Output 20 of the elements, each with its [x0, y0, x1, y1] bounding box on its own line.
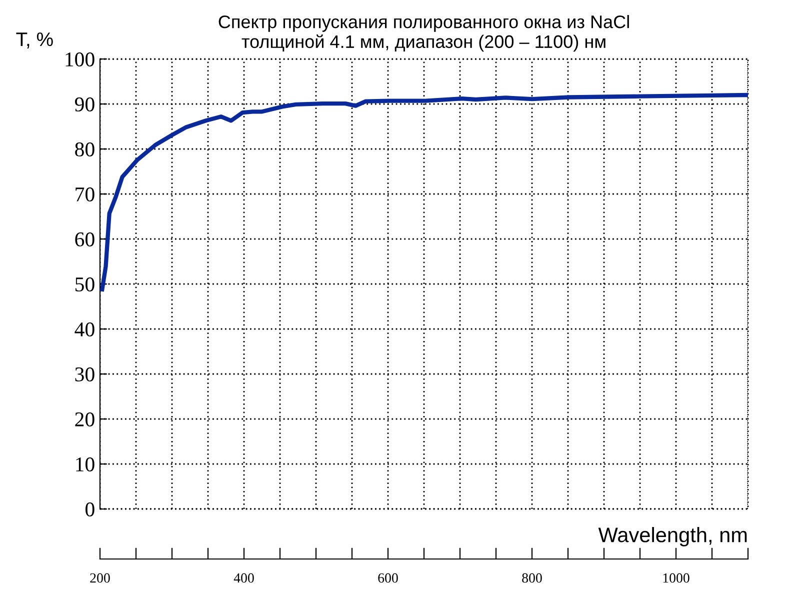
chart-title: Спектр пропускания полированного окна из NaCl толщиной 4.1 мм, диапазон (200 – 1100) нм [218, 14, 629, 52]
y-tick-label: 60 [75, 232, 94, 246]
x-tick-label: 1000 [663, 573, 690, 583]
y-tick-label: 70 [76, 187, 94, 202]
y-tick-label: 10 [76, 457, 94, 472]
x-tick-label: 800 [522, 573, 542, 583]
line-series [100, 92, 748, 292]
y-tick-label: 40 [74, 322, 94, 336]
y-tick-label: 30 [75, 367, 94, 382]
y-tick-label: 50 [76, 277, 94, 292]
y-tick-label: 0 [86, 502, 94, 516]
y-tick-label: 90 [74, 97, 94, 112]
y-tick-label: 80 [75, 142, 94, 156]
y-tick-label: 20 [75, 412, 94, 426]
y-axis-title: T, % [16, 32, 53, 48]
x-tick-label: 600 [378, 573, 398, 583]
y-tick-label: 100 [66, 52, 94, 66]
x-tick-label: 400 [234, 573, 254, 583]
x-tick-label: 200 [90, 573, 110, 583]
x-axis-title: Wavelength, nm [598, 527, 747, 546]
